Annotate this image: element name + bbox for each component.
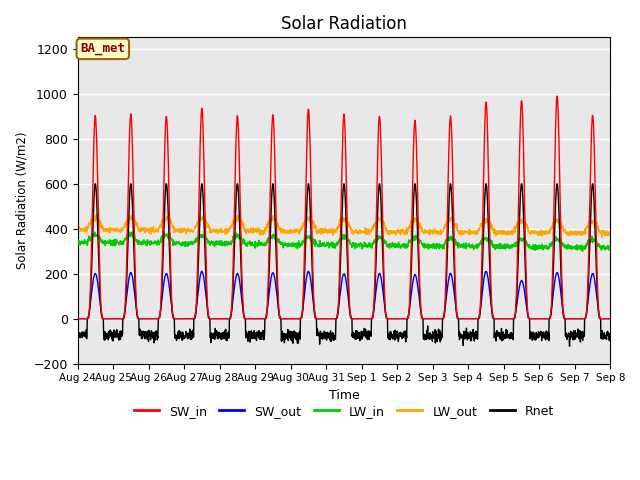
Title: Solar Radiation: Solar Radiation	[281, 15, 407, 33]
Y-axis label: Solar Radiation (W/m2): Solar Radiation (W/m2)	[15, 132, 28, 269]
X-axis label: Time: Time	[328, 389, 359, 402]
Legend: SW_in, SW_out, LW_in, LW_out, Rnet: SW_in, SW_out, LW_in, LW_out, Rnet	[129, 400, 559, 423]
Text: BA_met: BA_met	[80, 42, 125, 55]
